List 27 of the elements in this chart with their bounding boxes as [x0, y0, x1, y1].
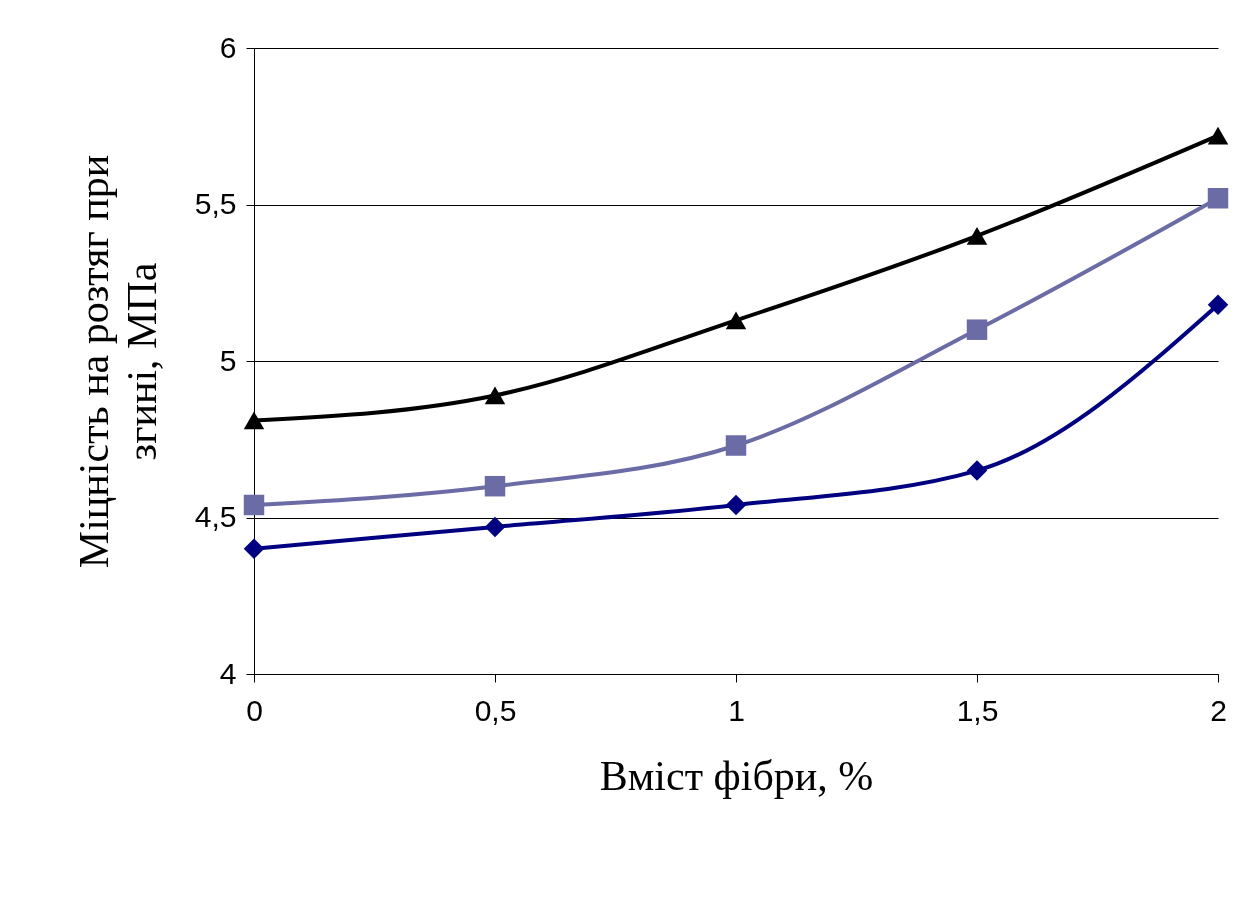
x-tick-label: 1: [728, 693, 745, 727]
point: [484, 386, 506, 405]
point: [725, 311, 747, 330]
point: [725, 435, 747, 456]
x-tick-label: 2: [1210, 693, 1227, 727]
y-tick-label: 6: [219, 30, 237, 64]
point: [966, 226, 988, 245]
x-tick-label: 0,5: [474, 693, 517, 727]
y-tick-label: 4: [219, 656, 237, 690]
point: [725, 494, 747, 516]
point: [484, 475, 506, 497]
point: [966, 319, 988, 340]
point: [966, 460, 988, 481]
y-tick-label: 5: [219, 343, 237, 377]
y-tick-label: 5,5: [194, 187, 237, 220]
point: [1207, 126, 1229, 145]
point: [1207, 187, 1229, 209]
point: [1207, 294, 1229, 315]
point: [484, 516, 506, 538]
x-tick-label: 1,5: [956, 693, 999, 727]
point: [243, 494, 265, 516]
y-axis-title: Міцність на розтяг при згині, МПа: [70, 154, 165, 569]
x-axis-title: Вміст фібри, %: [599, 752, 874, 799]
point: [243, 538, 265, 560]
point: [243, 411, 265, 430]
x-tick-label: 0: [246, 693, 263, 727]
y-tick-label: 4,5: [194, 500, 237, 533]
